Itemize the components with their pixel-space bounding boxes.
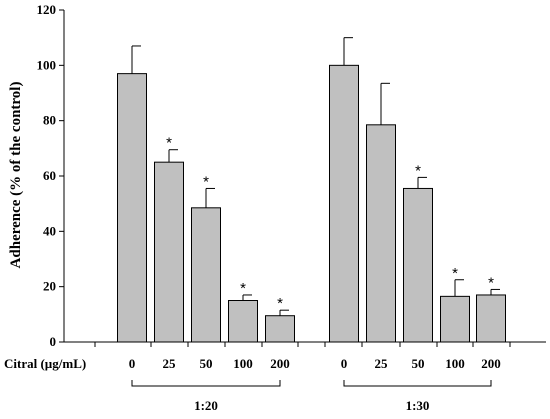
bar: [265, 315, 295, 343]
bar: [403, 187, 433, 343]
bar: [191, 207, 221, 343]
plot-area: 0 20 40 60 80 100 120 0 * 25 * 50 * 100 * 200 1:20 0 25 * 50…: [37, 2, 546, 413]
y-tick-label: 120: [37, 2, 57, 17]
y-tick-label: 40: [43, 223, 56, 238]
bar: [476, 294, 506, 343]
significance-marker: *: [488, 274, 494, 291]
citral-axis-label: Citral (µg/mL): [4, 356, 86, 371]
x-tick-label: 200: [270, 356, 290, 371]
y-tick-label: 100: [37, 57, 57, 72]
significance-marker: *: [452, 265, 458, 282]
group-label: 1:30: [406, 398, 430, 413]
bar: [329, 64, 359, 343]
x-tick-label: 100: [445, 356, 465, 371]
bar: [154, 161, 184, 343]
x-tick-label: 200: [481, 356, 501, 371]
bar: [228, 300, 258, 343]
y-tick-label: 20: [43, 279, 56, 294]
y-tick-label: 0: [50, 334, 57, 349]
significance-marker: *: [240, 280, 246, 297]
significance-marker: *: [277, 295, 283, 312]
x-tick-label: 25: [163, 356, 177, 371]
x-tick-label: 100: [233, 356, 253, 371]
significance-marker: *: [166, 135, 172, 152]
bar: [366, 124, 396, 343]
x-tick-label: 50: [200, 356, 213, 371]
group-bracket: [131, 380, 281, 387]
y-axis-label: Adherence (% of the control): [8, 82, 24, 269]
y-tick-label: 80: [43, 113, 56, 128]
x-tick-label: 25: [375, 356, 389, 371]
bar: [440, 295, 470, 343]
x-tick-label: 0: [341, 356, 348, 371]
x-tick-label: 50: [412, 356, 425, 371]
group-label: 1:20: [194, 398, 218, 413]
group-bracket: [343, 380, 492, 387]
x-tick-label: 0: [129, 356, 136, 371]
bar: [117, 73, 147, 343]
y-tick-label: 60: [43, 168, 56, 183]
significance-marker: *: [415, 162, 421, 179]
significance-marker: *: [203, 173, 209, 190]
